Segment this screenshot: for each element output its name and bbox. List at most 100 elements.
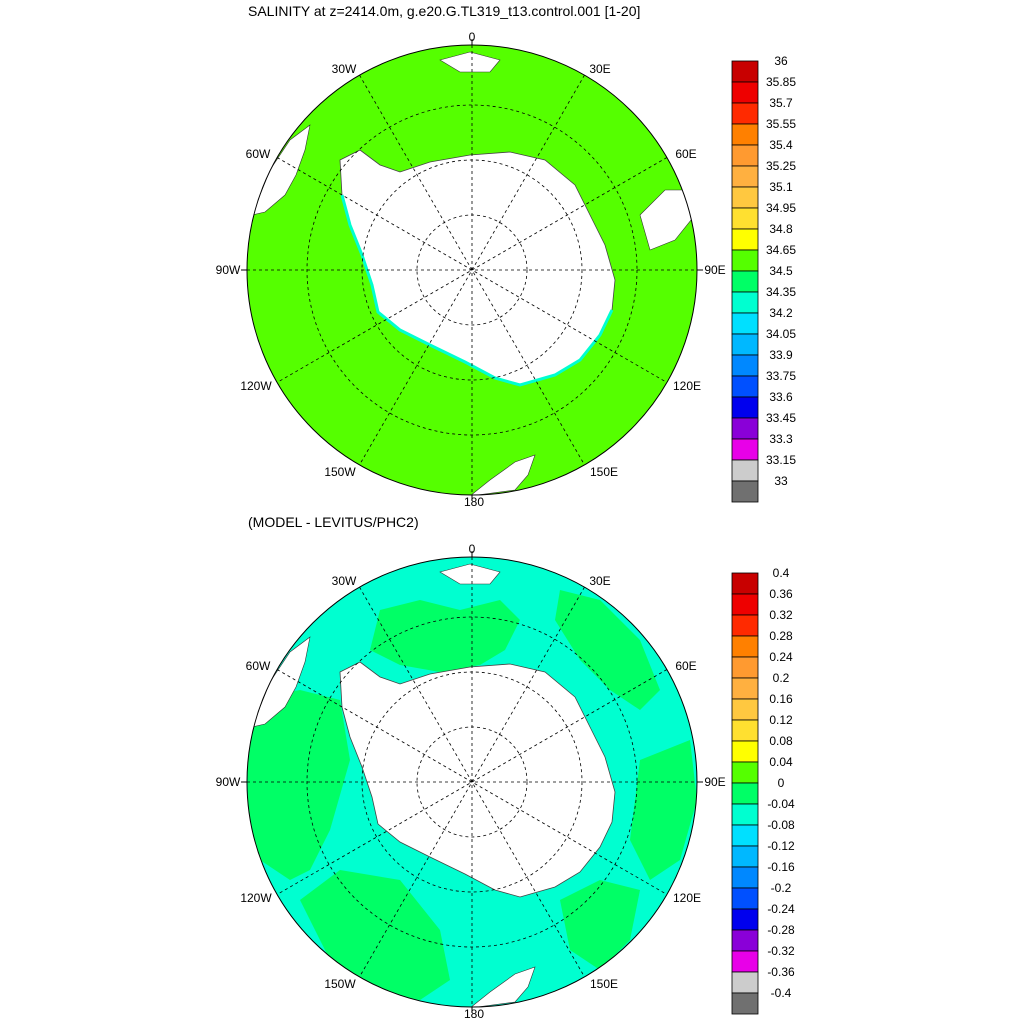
- colorbar-label: -0.32: [767, 944, 795, 958]
- colorbar-label: 34.8: [769, 222, 793, 236]
- colorbar-swatch: [731, 144, 759, 167]
- polar-map-difference: [241, 551, 703, 1013]
- lon-label-60e: 60E: [675, 147, 696, 161]
- lon-label-90w: 90W: [216, 775, 241, 789]
- colorbar-swatch: [731, 417, 759, 440]
- lon-label-30w: 30W: [332, 62, 357, 76]
- colorbar-swatch: [731, 333, 759, 356]
- graticule-salinity: [247, 45, 697, 495]
- lon-labels-salinity: 0 30E 60E 90E 120E 150E 180 150W 120W 90…: [216, 30, 726, 509]
- colorbar-label: -0.28: [767, 923, 795, 937]
- colorbar-swatch: [731, 102, 759, 125]
- colorbar-label: 0.2: [773, 671, 790, 685]
- colorbar-label: 0.28: [769, 629, 793, 643]
- anomaly-region-east: [630, 740, 697, 880]
- anomaly-region-ne: [555, 590, 660, 710]
- colorbar-label: 0.08: [769, 734, 793, 748]
- colorbar-label: 0.12: [769, 713, 793, 727]
- colorbar-label: -0.4: [771, 986, 792, 1000]
- colorbar-label: -0.12: [767, 839, 795, 853]
- colorbar-label: -0.24: [767, 902, 795, 916]
- colorbar-label: 35.4: [769, 138, 793, 152]
- land-south-america: [251, 124, 311, 216]
- colorbar-label: -0.16: [767, 860, 795, 874]
- colorbar-swatch: [731, 824, 759, 847]
- colorbar-swatch: [731, 971, 759, 994]
- colorbar-swatch: [731, 123, 759, 146]
- coast-teal-band: [340, 194, 614, 387]
- map-ticks-difference: [241, 551, 703, 1013]
- land-australia: [468, 454, 536, 495]
- colorbar-label: 0.24: [769, 650, 793, 664]
- colorbar-swatch: [731, 656, 759, 679]
- anomaly-region-north: [370, 600, 520, 672]
- panel-2-title: (MODEL - LEVITUS/PHC2): [248, 514, 419, 530]
- colorbar-swatch: [731, 60, 759, 83]
- colorbar-label: -0.04: [767, 797, 795, 811]
- lon-label-60w: 60W: [246, 147, 271, 161]
- colorbar-label: 35.85: [766, 75, 796, 89]
- colorbar-swatch: [731, 908, 759, 931]
- colorbar-label: 0.4: [773, 566, 790, 580]
- colorbar-label: 0.32: [769, 608, 793, 622]
- colorbar-swatch: [731, 375, 759, 398]
- colorbar-label: 34.95: [766, 201, 796, 215]
- colorbar-label: 0.04: [769, 755, 793, 769]
- lon-label-90e: 90E: [704, 263, 725, 277]
- lon-label-180: 180: [464, 1007, 484, 1021]
- colorbar-difference: 0.4 0.36 0.32 0.28 0.24 0.2 0.16 0.12 0.08 0.04 0 -…: [731, 566, 795, 1015]
- colorbar-swatch: [731, 291, 759, 314]
- colorbar-swatch: [731, 635, 759, 658]
- colorbar-swatch: [731, 677, 759, 700]
- colorbar-swatch: [731, 614, 759, 637]
- colorbar-swatch: [731, 396, 759, 419]
- colorbar-swatch: [731, 593, 759, 616]
- colorbar-swatch: [731, 845, 759, 868]
- lon-label-120e: 120E: [673, 891, 701, 905]
- colorbar-label: 34.65: [766, 243, 796, 257]
- colorbar-label: 33.3: [769, 432, 793, 446]
- anomaly-region-west: [247, 690, 350, 880]
- colorbar-swatch: [731, 950, 759, 973]
- colorbar-label: 0.36: [769, 587, 793, 601]
- lon-label-30e: 30E: [589, 574, 610, 588]
- colorbar-swatch: [731, 866, 759, 889]
- colorbar-label: 34.05: [766, 327, 796, 341]
- colorbar-label: -0.36: [767, 965, 795, 979]
- colorbar-swatch: [731, 186, 759, 209]
- colorbar-swatch: [731, 438, 759, 461]
- colorbar-label: 34.5: [769, 264, 793, 278]
- land-australia-2: [468, 966, 536, 1007]
- lon-label-30w: 30W: [332, 574, 357, 588]
- colorbar-swatch: [731, 782, 759, 805]
- colorbar-label: 33.75: [766, 369, 796, 383]
- lon-label-60w: 60W: [246, 659, 271, 673]
- lon-label-120e: 120E: [673, 379, 701, 393]
- colorbar-label: 0.16: [769, 692, 793, 706]
- colorbar-label: -0.2: [771, 881, 792, 895]
- colorbar-swatch: [731, 992, 759, 1015]
- lon-label-150w: 150W: [324, 465, 356, 479]
- colorbar-label: 33.9: [769, 348, 793, 362]
- lon-label-150w: 150W: [324, 977, 356, 991]
- land-antarctica-2: [339, 661, 616, 898]
- lon-label-90w: 90W: [216, 263, 241, 277]
- graticule-difference: [247, 557, 697, 1007]
- lon-label-30e: 30E: [589, 62, 610, 76]
- lon-labels-difference: 0 30E 60E 90E 120E 150E 180 150W 120W 90…: [216, 542, 726, 1021]
- colorbar-swatch: [731, 698, 759, 721]
- colorbar-label: 35.7: [769, 96, 793, 110]
- land-north-edge: [439, 51, 501, 73]
- colorbar-label: 35.25: [766, 159, 796, 173]
- panel-1-title: SALINITY at z=2414.0m, g.e20.G.TL319_t13…: [248, 3, 641, 19]
- colorbar-swatch: [731, 354, 759, 377]
- colorbar-label: 36: [774, 54, 788, 68]
- colorbar-swatch: [731, 719, 759, 742]
- colorbar-salinity: 36 35.85 35.7 35.55 35.4 35.25 35.1 34.95 34.8 34…: [731, 54, 796, 503]
- lon-label-0: 0: [469, 542, 476, 556]
- land-south-america-2: [251, 636, 311, 728]
- colorbar-swatch: [731, 480, 759, 503]
- colorbar-swatch: [731, 572, 759, 595]
- map-ticks-salinity: [241, 39, 703, 501]
